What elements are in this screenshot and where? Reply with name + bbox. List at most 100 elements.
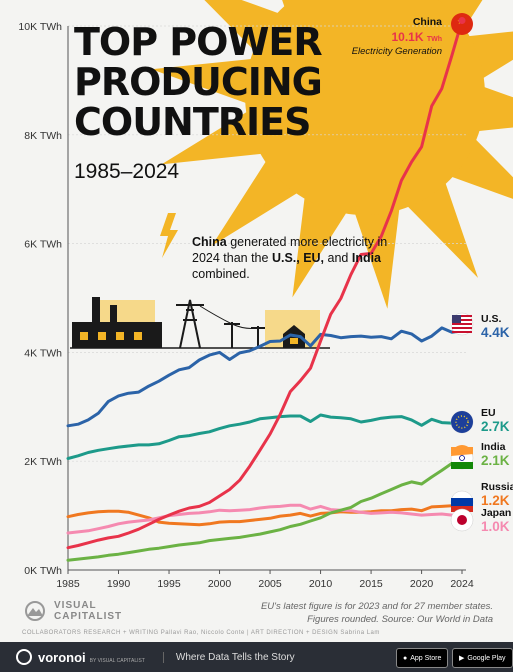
series-name-label: China: [413, 16, 442, 28]
wires: [199, 305, 259, 329]
app-store-label: App Store: [410, 654, 442, 662]
factory-window: [80, 332, 88, 340]
series-name-label: Russia: [481, 481, 513, 493]
series-caption: Electricity Generation: [352, 46, 442, 57]
series-end-labels: Russia1.2KJapan1.0KIndia2.1KEU2.7KU.S.4.…: [352, 13, 513, 534]
google-play-badge[interactable]: ▶ Google Play: [452, 648, 513, 668]
x-tick-label: 1995: [157, 578, 181, 590]
house-window: [290, 338, 298, 344]
power-infrastructure-illustration: [70, 213, 330, 349]
chart-subtitle: 1985–2024: [74, 160, 180, 183]
series-name-label: Japan: [481, 507, 511, 519]
y-tick-label: 4K TWh: [24, 347, 62, 359]
title-line: PRODUCING: [74, 60, 323, 104]
series-line-eu: [66, 413, 464, 460]
vc-mountain-icon: [25, 601, 45, 621]
play-icon: ▶: [459, 655, 465, 662]
gridlines: [67, 25, 466, 571]
flag-band: [451, 447, 473, 454]
chart-title: TOP POWER PRODUCING COUNTRIES: [74, 20, 323, 144]
flag-band: [451, 462, 473, 469]
series-name-label: EU: [481, 407, 496, 419]
utility-poles: [224, 322, 265, 348]
credits: COLLABORATORS RESEARCH + WRITING Pallavi…: [22, 630, 380, 636]
bottom-bar: voronoi BY VISUAL CAPITALIST Where Data …: [0, 642, 513, 672]
footnote-line: Figures rounded. Source: Our World in Da…: [307, 614, 493, 625]
y-tick-label: 0K TWh: [24, 565, 62, 577]
logo-line: CAPITALIST: [54, 611, 123, 622]
x-tick-label: 2024: [450, 578, 474, 590]
visual-capitalist-logo: VISUAL CAPITALIST: [22, 600, 122, 622]
annotation-part: U.S., EU,: [271, 251, 325, 265]
chimney: [110, 305, 117, 323]
y-tick-label: 10K TWh: [18, 21, 62, 33]
factory-window: [116, 332, 124, 340]
flag-stars: [455, 415, 469, 429]
flag-stripe: [452, 323, 472, 325]
china-endpoint: [458, 17, 466, 25]
y-axis-ticks: 0K TWh 2K TWh 4K TWh 6K TWh 8K TWh 10K TWh: [18, 21, 62, 577]
flag-band: [451, 498, 473, 506]
series-value-label: 4.4K: [481, 325, 510, 340]
footnotes: EU's latest figure is for 2023 and for 2…: [213, 600, 493, 626]
y-tick-label: 6K TWh: [24, 239, 62, 251]
series-line-india: [66, 454, 464, 562]
title-line: TOP POWER: [74, 20, 323, 64]
tagline: Where Data Tells the Story: [162, 651, 295, 663]
annotation-part: China: [192, 235, 227, 249]
x-tick-label: 1990: [107, 578, 131, 590]
app-store-badge[interactable]: ● App Store: [396, 648, 449, 668]
series-value-label: 1.2K: [481, 493, 510, 508]
chimney: [92, 297, 100, 323]
flag-eu-icon: [450, 410, 474, 434]
flag-india-icon: [450, 445, 474, 470]
factory-window: [134, 332, 142, 340]
x-tick-label: 2015: [359, 578, 383, 590]
annotation-text: China generated more electricity in 2024…: [192, 234, 402, 282]
lightning-icon: [160, 213, 178, 258]
logo-line: VISUAL: [54, 600, 97, 611]
voronoi-sub: BY VISUAL CAPITALIST: [89, 658, 145, 664]
series-value-label: 2.7K: [481, 419, 510, 434]
annotation-part: and: [324, 251, 352, 265]
series-lines: [66, 19, 464, 562]
sun-disc: [245, 0, 485, 215]
apple-icon: ●: [403, 654, 408, 662]
flag-stripe: [452, 319, 472, 321]
y-tick-label: 2K TWh: [24, 456, 62, 468]
annotation-part: India: [351, 251, 382, 265]
flag-us-icon: [450, 312, 474, 336]
series-line-russia: [66, 503, 464, 527]
x-axis-ticks: 1985 1990 1995 2000 2005 2010 2015 2020 2024: [56, 570, 474, 590]
x-tick-label: 2000: [208, 578, 232, 590]
footnote-line: EU's latest figure is for 2023 and for 2…: [260, 601, 493, 612]
flag-stripe: [452, 315, 472, 317]
series-name-label: U.S.: [481, 313, 502, 325]
flag-field: [451, 411, 473, 433]
sun-burst-decoration: [151, 0, 513, 309]
y-tick-label: 8K TWh: [24, 130, 62, 142]
series-value-label: 1.0K: [481, 519, 510, 534]
title-line: COUNTRIES: [74, 100, 311, 144]
x-tick-label: 2005: [258, 578, 282, 590]
flag-stripe: [452, 327, 472, 329]
series-unit: TWh: [427, 36, 442, 43]
flag-canton: [452, 315, 461, 323]
x-tick-label: 2010: [309, 578, 333, 590]
series-line-us: [66, 326, 464, 428]
flag-sun: [457, 515, 467, 525]
x-tick-label: 1985: [56, 578, 80, 590]
series-name-label: India: [481, 441, 506, 453]
flag-chakra: [459, 455, 465, 461]
line-chart: 0K TWh 2K TWh 4K TWh 6K TWh 8K TWh 10K TWh 19…: [18, 0, 513, 590]
google-play-label: Google Play: [467, 654, 506, 662]
annotation-part: combined.: [192, 267, 250, 281]
series-line-china: [66, 19, 464, 550]
series-value-label: 2.1K: [481, 453, 510, 468]
factory-window: [98, 332, 106, 340]
voronoi-icon: [16, 649, 32, 665]
flag-stripe: [452, 331, 472, 333]
series-line-japan: [66, 503, 464, 535]
annotation-part: generated more electricity in 2024 than …: [192, 235, 388, 265]
voronoi-brand: voronoi: [38, 649, 86, 665]
